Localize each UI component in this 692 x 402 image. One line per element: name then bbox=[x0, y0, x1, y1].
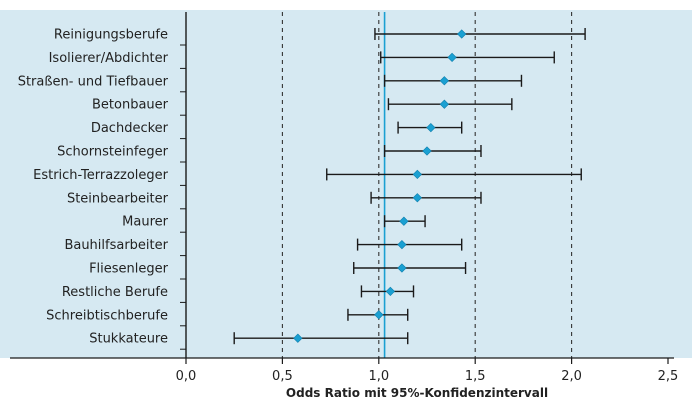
category-label: Isolierer/Abdichter bbox=[49, 51, 169, 66]
estimate-marker bbox=[399, 216, 409, 226]
category-label: Betonbauer bbox=[92, 98, 169, 113]
category-label: Estrich-Terrazzoleger bbox=[33, 168, 169, 183]
estimate-marker bbox=[457, 29, 467, 39]
x-tick-label: 1,0 bbox=[368, 369, 389, 384]
category-label: Dachdecker bbox=[91, 121, 169, 136]
estimate-marker bbox=[397, 263, 407, 273]
plot-background bbox=[0, 10, 692, 358]
estimate-marker bbox=[374, 310, 384, 320]
x-axis-title: Odds Ratio mit 95%-Konfidenzintervall bbox=[286, 386, 548, 400]
estimate-marker bbox=[439, 99, 449, 109]
x-tick-label: 2,5 bbox=[658, 369, 679, 384]
estimate-marker bbox=[426, 122, 436, 133]
x-tick-label: 1,5 bbox=[465, 369, 486, 384]
x-tick-label: 0,0 bbox=[176, 369, 197, 384]
estimate-marker bbox=[412, 169, 422, 180]
category-label: Schreibtischberufe bbox=[46, 308, 168, 323]
x-tick-label: 0,5 bbox=[272, 369, 293, 384]
estimate-marker bbox=[397, 239, 407, 250]
category-labels: Reinigungsberufe Isolierer/Abdichter Straß… bbox=[18, 28, 186, 350]
estimate-marker bbox=[293, 333, 303, 343]
category-label: Straßen- und Tiefbauer bbox=[18, 74, 169, 89]
x-axis: 0,0 0,5 1,0 1,5 2,0 2,5 bbox=[10, 357, 679, 384]
estimate-marker bbox=[412, 193, 422, 203]
gridlines bbox=[185, 12, 573, 358]
estimate-marker bbox=[422, 146, 432, 156]
category-label: Schornsteinfeger bbox=[57, 145, 168, 160]
estimate-marker bbox=[447, 52, 457, 63]
category-label: Fliesenleger bbox=[89, 262, 169, 277]
estimate-marker bbox=[439, 76, 449, 86]
estimate-marker bbox=[385, 286, 395, 297]
category-label: Bauhilfsarbeiter bbox=[64, 238, 168, 253]
x-tick-label: 2,0 bbox=[561, 369, 582, 384]
confidence-intervals bbox=[233, 28, 586, 345]
category-label: Steinbearbeiter bbox=[67, 191, 169, 206]
category-label: Restliche Berufe bbox=[62, 285, 168, 300]
category-label: Stukkateure bbox=[89, 332, 168, 347]
category-label: Reinigungsberufe bbox=[54, 28, 168, 43]
category-label: Maurer bbox=[122, 215, 168, 230]
